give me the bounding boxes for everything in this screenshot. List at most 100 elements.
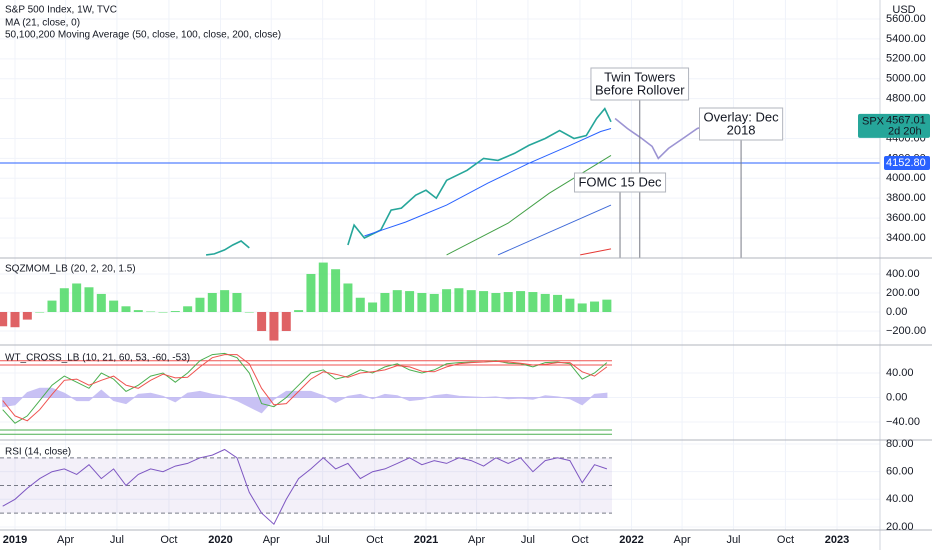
y-tick-label: 5400.00 xyxy=(886,33,926,45)
y-tick-label: 0.00 xyxy=(886,391,907,403)
annotation-text: 2018 xyxy=(727,122,756,137)
histogram-bar xyxy=(368,302,378,313)
histogram-bar xyxy=(269,312,279,341)
y-tick-label: −200.00 xyxy=(886,325,926,337)
y-tick-label: 3600.00 xyxy=(886,212,926,224)
histogram-bar xyxy=(479,291,489,313)
x-tick-label: 2021 xyxy=(414,534,438,546)
histogram-bar xyxy=(590,301,600,313)
histogram-bar xyxy=(183,306,193,313)
x-tick-label: Oct xyxy=(160,534,177,546)
ma-legend: MA (21, close, 0) xyxy=(5,18,80,29)
x-tick-label: Oct xyxy=(366,534,383,546)
x-tick-label: Jul xyxy=(726,534,740,546)
pane xyxy=(0,352,612,435)
y-tick-label: −40.00 xyxy=(886,416,920,428)
last-price-label: 4567.01 xyxy=(886,115,926,127)
histogram-bar xyxy=(35,312,45,313)
y-tick-label: 20.00 xyxy=(886,521,914,533)
wave-line xyxy=(2,354,608,422)
y-tick-label: 4000.00 xyxy=(886,172,926,184)
histogram-bar xyxy=(491,292,501,313)
hline-label: 4152.80 xyxy=(886,157,926,169)
annotation-text: Overlay: Dec xyxy=(704,109,780,124)
histogram-bar xyxy=(331,269,341,313)
histogram-bar xyxy=(84,287,94,313)
histogram-bar xyxy=(22,312,32,320)
histogram-bar xyxy=(158,312,168,313)
histogram-bar xyxy=(195,297,205,313)
histogram-bar xyxy=(528,292,538,313)
histogram-bar xyxy=(96,293,106,313)
annotation-box xyxy=(699,107,784,141)
histogram-bar xyxy=(220,290,230,313)
currency: USD xyxy=(892,4,915,16)
x-tick-label: Apr xyxy=(468,534,485,546)
histogram-bar xyxy=(207,292,217,313)
x-tick-label: 2020 xyxy=(208,534,232,546)
x-tick-label: 2022 xyxy=(619,534,643,546)
y-tick-label: 5000.00 xyxy=(886,73,926,85)
y-tick-label: 40.00 xyxy=(886,493,914,505)
pane-title: SQZMOM_LB (20, 2, 20, 1.5) xyxy=(5,264,136,275)
annotation-box xyxy=(573,172,667,193)
pane xyxy=(0,262,612,341)
x-tick-label: Jul xyxy=(521,534,535,546)
histogram-bar xyxy=(565,298,575,313)
y-tick-label: 3800.00 xyxy=(886,192,926,204)
hline-label-box xyxy=(884,156,930,171)
price-line xyxy=(580,248,612,256)
histogram-bar xyxy=(429,293,439,313)
histogram-bar xyxy=(466,290,476,313)
histogram-bar xyxy=(577,303,587,313)
x-tick-label: Apr xyxy=(674,534,691,546)
price-line xyxy=(364,128,612,237)
histogram-bar xyxy=(170,311,180,313)
y-tick-label: 0.00 xyxy=(886,306,907,318)
y-tick-label: 5600.00 xyxy=(886,13,926,25)
grid xyxy=(0,0,880,530)
histogram-bar xyxy=(133,310,143,313)
histogram-bar xyxy=(355,297,365,313)
histogram-bar xyxy=(257,312,267,332)
x-tick-label: Apr xyxy=(57,534,74,546)
annotation-text: FOMC 15 Dec xyxy=(578,174,662,189)
y-tick-label: 4800.00 xyxy=(886,93,926,105)
annotation-text: Twin Towers xyxy=(604,69,676,84)
histogram-bar xyxy=(343,283,353,313)
histogram-bar xyxy=(146,311,156,313)
rsi-line xyxy=(2,448,608,526)
x-tick-label: 2019 xyxy=(3,534,27,546)
pane xyxy=(0,448,612,526)
histogram-bar xyxy=(442,289,452,313)
histogram-bar xyxy=(72,283,82,313)
y-tick-label: 3400.00 xyxy=(886,232,926,244)
x-tick-label: Oct xyxy=(571,534,588,546)
x-tick-label: Jul xyxy=(110,534,124,546)
histogram-bar xyxy=(318,262,328,313)
histogram-bar xyxy=(244,312,254,313)
y-tick-label: 60.00 xyxy=(886,466,914,478)
histogram-bar xyxy=(47,300,57,313)
histogram-bar xyxy=(417,292,427,313)
x-tick-label: Apr xyxy=(263,534,280,546)
histogram-bar xyxy=(602,299,612,313)
histogram-bar xyxy=(294,310,304,313)
last-price-box xyxy=(858,113,930,138)
pane-title: WT_CROSS_LB (10, 21, 60, 53, -60, -53) xyxy=(5,353,190,364)
histogram-bar xyxy=(454,288,464,313)
histogram-bar xyxy=(553,294,563,313)
histogram-bar xyxy=(503,292,513,313)
countdown-label: 2d 20h xyxy=(888,126,922,138)
x-tick-label: Jul xyxy=(316,534,330,546)
x-tick-label: 2023 xyxy=(825,534,849,546)
y-tick-label: 40.00 xyxy=(886,367,914,379)
price-line xyxy=(497,204,612,256)
y-tick-label: 80.00 xyxy=(886,438,914,450)
labels: S&P 500 Index, 1W, TVC MA (21, close, 0)… xyxy=(3,4,930,546)
annotation-box xyxy=(590,67,690,101)
symbol-title: S&P 500 Index, 1W, TVC xyxy=(5,5,117,16)
pane-title: RSI (14, close) xyxy=(5,447,71,458)
